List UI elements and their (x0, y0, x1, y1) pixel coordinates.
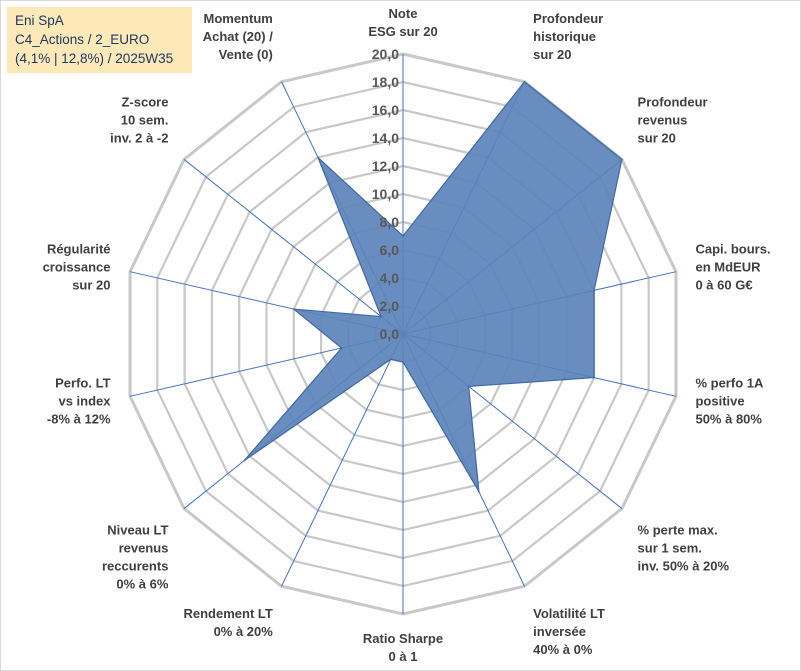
tick-label: 2,0 (380, 298, 400, 314)
axis-label: Profondeur historique sur 20 (533, 11, 603, 62)
axis-label: Niveau LT revenus reccurents 0% à 6% (102, 523, 169, 592)
series-point (402, 235, 404, 237)
tick-label: 12,0 (372, 158, 399, 174)
axis-label: Régularité croissance sur 20 (43, 242, 111, 293)
category-label: C4_Actions / 2_EURO (15, 32, 150, 47)
tick-label: 4,0 (380, 270, 400, 286)
series-point (523, 80, 526, 83)
axis-label: % perfo 1A positive 50% à 80% (695, 375, 764, 426)
series-point (380, 315, 382, 318)
chart-title-box: Eni SpA C4_Actions / 2_EURO (4,1% | 12,8… (7, 7, 192, 73)
series-point (478, 490, 480, 493)
axis-label: Note ESG sur 20 (368, 6, 437, 39)
tick-label: 6,0 (380, 242, 400, 258)
axis-label: Z-score 10 sem. inv. 2 à -2 (110, 94, 168, 145)
tick-label: 20,0 (372, 46, 399, 62)
axis-label: Ratio Sharpe 0 à 1 (363, 631, 443, 664)
series-point (621, 158, 623, 161)
tick-label: 18,0 (372, 74, 399, 90)
tick-label: 0,0 (380, 326, 400, 342)
axis-label: Perfo. LT vs index -8% à 12% (47, 375, 111, 426)
axis-label: Capi. bours. en MdEUR 0 à 60 G€ (695, 242, 770, 293)
series-point (390, 358, 392, 361)
series-point (293, 308, 295, 310)
axis-label: Momentum Achat (20) / Vente (0) (203, 11, 273, 62)
series-point (402, 361, 404, 363)
radar-axis-labels: Note ESG sur 20 Profondeur historique sur 20… (43, 6, 771, 664)
axis-label: % perte max. sur 1 sem. inv. 50% à 20% (638, 523, 730, 574)
company-name: Eni SpA (15, 13, 64, 28)
axis-label: Volatilité LT inversée 40% à 0% (533, 606, 605, 657)
radar-tick-labels: 0,0 2,0 4,0 6,0 8,0 10,0 12,0 14,0 16,0 18,0 20,0 (372, 46, 399, 342)
performance-period-label: (4,1% | 12,8%) / 2025W35 (15, 51, 174, 66)
series-point (317, 156, 319, 159)
tick-label: 8,0 (380, 214, 400, 230)
series-area (243, 80, 623, 492)
axis-label: Profondeur revenus sur 20 (638, 94, 708, 145)
axis-spoke (183, 159, 404, 335)
series-point (243, 459, 246, 462)
series-point (593, 376, 595, 379)
tick-label: 16,0 (372, 102, 399, 118)
axis-spoke (281, 333, 404, 587)
series-point (467, 385, 470, 388)
series-point (593, 289, 595, 292)
tick-label: 10,0 (372, 186, 399, 202)
axis-label: Rendement LT 0% à 20% (184, 606, 274, 639)
radar-series (243, 80, 623, 493)
tick-label: 14,0 (372, 130, 399, 146)
series-point (340, 347, 343, 349)
